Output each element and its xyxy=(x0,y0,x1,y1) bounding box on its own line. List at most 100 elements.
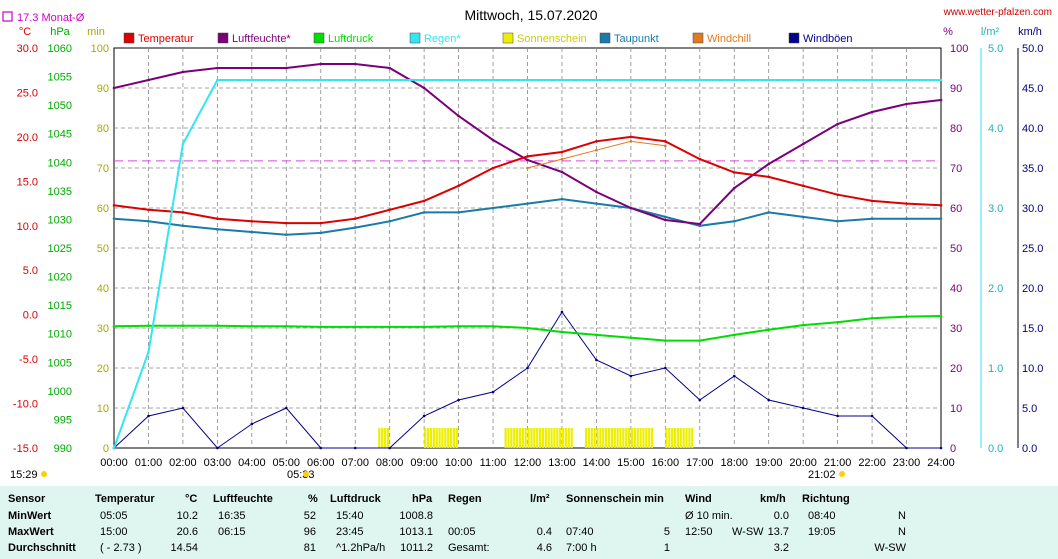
data-point xyxy=(801,406,805,410)
x-tick-label: 15:00 xyxy=(617,457,645,469)
sunshine-bar xyxy=(587,428,591,448)
humidity-tick-label: 100 xyxy=(950,43,968,55)
stats-cell-dir_val: N xyxy=(898,510,906,522)
legend-label: Luftdruck xyxy=(328,33,374,45)
stats-header-sun: Sonnenschein min xyxy=(566,493,664,505)
x-tick-label: 16:00 xyxy=(652,457,680,469)
data-point xyxy=(181,324,185,328)
temp-tick-label: -10.0 xyxy=(13,399,38,411)
pressure-tick-label: 1005 xyxy=(48,357,72,369)
data-point xyxy=(457,398,460,402)
rain-tick-label: 2.0 xyxy=(988,283,1003,295)
stats-cell-press_val: 1011.2 xyxy=(400,542,433,554)
data-point xyxy=(526,78,529,82)
temp-tick-label: -5.0 xyxy=(19,354,38,366)
sunshine-bar xyxy=(633,428,636,448)
sunshine-bar xyxy=(673,428,677,448)
data-point xyxy=(629,135,633,139)
stats-cell-wind_time: 12:50 xyxy=(685,526,713,538)
legend-label: Windböen xyxy=(803,33,853,45)
data-point xyxy=(353,325,357,329)
unit-pressure: hPa xyxy=(50,26,70,38)
humidity-tick-label: 80 xyxy=(950,123,962,135)
stats-cell-sun_val: 5 xyxy=(663,526,670,538)
data-point xyxy=(595,190,598,194)
data-point xyxy=(181,70,185,74)
data-point xyxy=(560,197,564,201)
stats-header-rain: Regen xyxy=(448,493,482,505)
stats-cell-temp_time: ( - 2.73 ) xyxy=(100,542,142,554)
stats-header-temp: Temperatur xyxy=(95,493,155,505)
humidity-tick-label: 30 xyxy=(950,323,962,335)
data-point xyxy=(491,78,495,82)
sunshine-bar xyxy=(561,428,565,448)
data-point xyxy=(284,221,288,225)
sunshine-tick-label: 80 xyxy=(97,123,109,135)
sunshine-bar xyxy=(625,428,628,448)
stats-cell-hum_val: 81 xyxy=(303,542,316,554)
data-point xyxy=(147,414,150,418)
x-tick-label: 17:00 xyxy=(686,457,714,469)
sunshine-bar xyxy=(530,428,533,448)
stats-cell-sun_time: 7:00 h xyxy=(566,542,597,554)
stats-cell-label: Durchschnitt xyxy=(8,542,76,554)
stats-cell-press_val: 1008.8 xyxy=(399,510,433,522)
sunshine-bar xyxy=(559,428,562,448)
humidity-tick-label: 0 xyxy=(950,443,956,455)
sunshine-bar xyxy=(438,428,441,448)
data-point xyxy=(147,78,150,82)
data-point xyxy=(801,323,805,327)
legend-swatch xyxy=(409,32,421,44)
data-point xyxy=(836,122,839,126)
data-point xyxy=(664,215,667,219)
temp-tick-label: 25.0 xyxy=(17,87,38,99)
data-point xyxy=(870,414,874,418)
chart-series xyxy=(112,62,943,450)
x-tick-label: 20:00 xyxy=(789,457,817,469)
corner-time: 15:29 xyxy=(10,469,38,481)
stats-cell-rain_val: 4.6 xyxy=(536,542,552,554)
pressure-tick-label: 1045 xyxy=(48,129,72,141)
stats-cell-hum_time: 16:35 xyxy=(218,510,246,522)
sunshine-bar xyxy=(518,428,522,448)
legend-swatch xyxy=(313,32,325,44)
weather-chart: 00:00 01:00 02:00 03:00 04:00 05:00 06:00 07:00… xyxy=(2,7,1052,481)
data-point xyxy=(732,220,736,223)
data-point xyxy=(595,358,598,362)
legend-label: Temperatur xyxy=(138,33,194,45)
temp-tick-label: 30.0 xyxy=(17,43,38,55)
data-point xyxy=(870,78,874,82)
stats-cell-wind_val: 3.2 xyxy=(773,542,789,554)
sunshine-bar xyxy=(665,428,668,448)
rain-tick-label: 1.0 xyxy=(988,363,1003,375)
pressure-tick-label: 1050 xyxy=(48,100,72,112)
sunshine-bar xyxy=(605,428,608,448)
wind-tick-label: 15.0 xyxy=(1022,323,1043,335)
data-point xyxy=(698,398,702,402)
sunshine-tick-label: 70 xyxy=(97,163,109,175)
sunshine-bar xyxy=(636,428,639,448)
sunshine-bar xyxy=(424,428,427,448)
stats-cell-press_val: 1013.1 xyxy=(399,526,433,538)
sunshine-bar xyxy=(584,428,588,448)
stats-header-hum-unit: % xyxy=(308,493,318,505)
data-point xyxy=(560,78,564,82)
data-point xyxy=(629,374,633,378)
data-point xyxy=(767,78,771,82)
x-tick-label: 10:00 xyxy=(445,457,473,469)
data-point xyxy=(905,315,908,318)
data-point xyxy=(939,98,943,102)
website-label[interactable]: www.wetter-pfalzen.com xyxy=(943,7,1052,18)
stats-table: Sensor Temperatur °C Luftfeuchte % Luftd… xyxy=(0,486,1058,559)
data-point xyxy=(595,148,598,152)
data-point xyxy=(905,78,908,82)
temp-tick-label: 0.0 xyxy=(23,310,38,322)
sunshine-bar xyxy=(567,428,570,448)
pressure-tick-label: 1015 xyxy=(48,300,72,312)
data-point xyxy=(560,330,564,334)
stats-cell-wind_val: 13.7 xyxy=(767,526,789,538)
data-point xyxy=(629,78,633,82)
legend-swatch xyxy=(788,32,800,44)
wind-tick-label: 40.0 xyxy=(1022,123,1043,135)
legend-label: Windchill xyxy=(707,33,751,45)
